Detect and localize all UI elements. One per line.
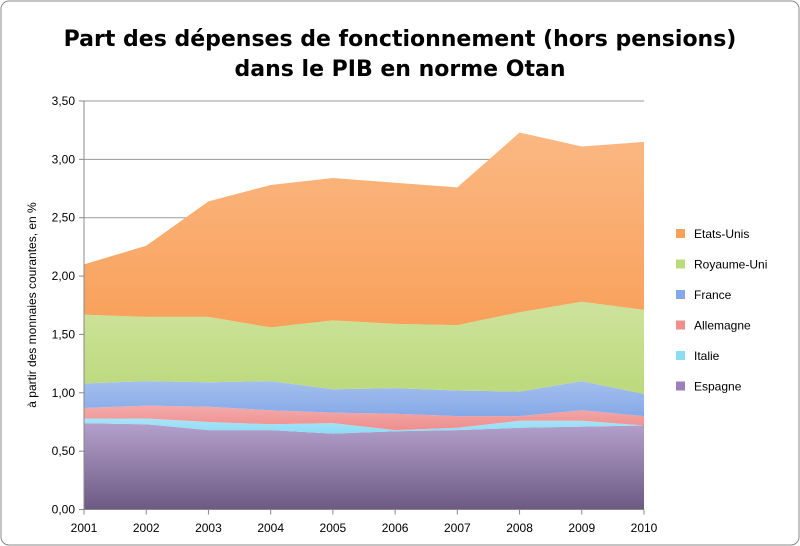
area-espagne xyxy=(84,423,644,510)
x-tick-label: 2004 xyxy=(257,521,284,535)
chart-title-line-1: Part des dépenses de fonctionnement (hor… xyxy=(64,27,737,52)
legend-swatch xyxy=(676,229,685,238)
y-tick-label: 2,50 xyxy=(52,211,76,225)
x-tick-label: 2007 xyxy=(444,521,471,535)
y-tick-label: 2,00 xyxy=(52,269,76,283)
y-tick-label: 0,50 xyxy=(52,444,76,458)
legend-label: Etats-Unis xyxy=(694,227,749,241)
x-tick-label: 2006 xyxy=(382,521,409,535)
y-tick-label: 3,00 xyxy=(52,152,76,166)
x-tick-label: 2008 xyxy=(506,521,533,535)
y-tick-label: 3,50 xyxy=(52,94,76,108)
x-tick-label: 2002 xyxy=(133,521,160,535)
legend-label: France xyxy=(694,288,732,302)
area-allemagne xyxy=(84,405,644,431)
x-tick-label: 2010 xyxy=(631,521,658,535)
x-tick-label: 2009 xyxy=(568,521,595,535)
area-etats-unis xyxy=(84,132,644,328)
legend-label: Royaume-Uni xyxy=(694,258,767,272)
legend-label: Espagne xyxy=(694,380,742,394)
area-italie xyxy=(84,418,644,434)
x-tick-label: 2001 xyxy=(71,521,98,535)
legend-swatch xyxy=(676,351,685,360)
y-axis-label: à partir des monnaies courantes, en % xyxy=(25,202,39,408)
legend-swatch xyxy=(676,259,685,269)
y-tick-label: 0,00 xyxy=(52,503,76,517)
legend-swatch xyxy=(676,290,685,299)
legend-label: Allemagne xyxy=(694,319,751,333)
x-tick-label: 2005 xyxy=(320,521,347,535)
y-tick-label: 1,00 xyxy=(52,386,76,400)
x-tick-label: 2003 xyxy=(195,521,222,535)
y-tick-label: 1,50 xyxy=(52,327,76,341)
legend-label: Italie xyxy=(694,349,720,363)
chart-title-line-2: dans le PIB en norme Otan xyxy=(235,57,566,82)
legend-swatch xyxy=(676,381,685,391)
area-royaume-uni xyxy=(84,301,644,394)
area-france xyxy=(84,381,644,417)
legend-swatch xyxy=(676,320,685,330)
